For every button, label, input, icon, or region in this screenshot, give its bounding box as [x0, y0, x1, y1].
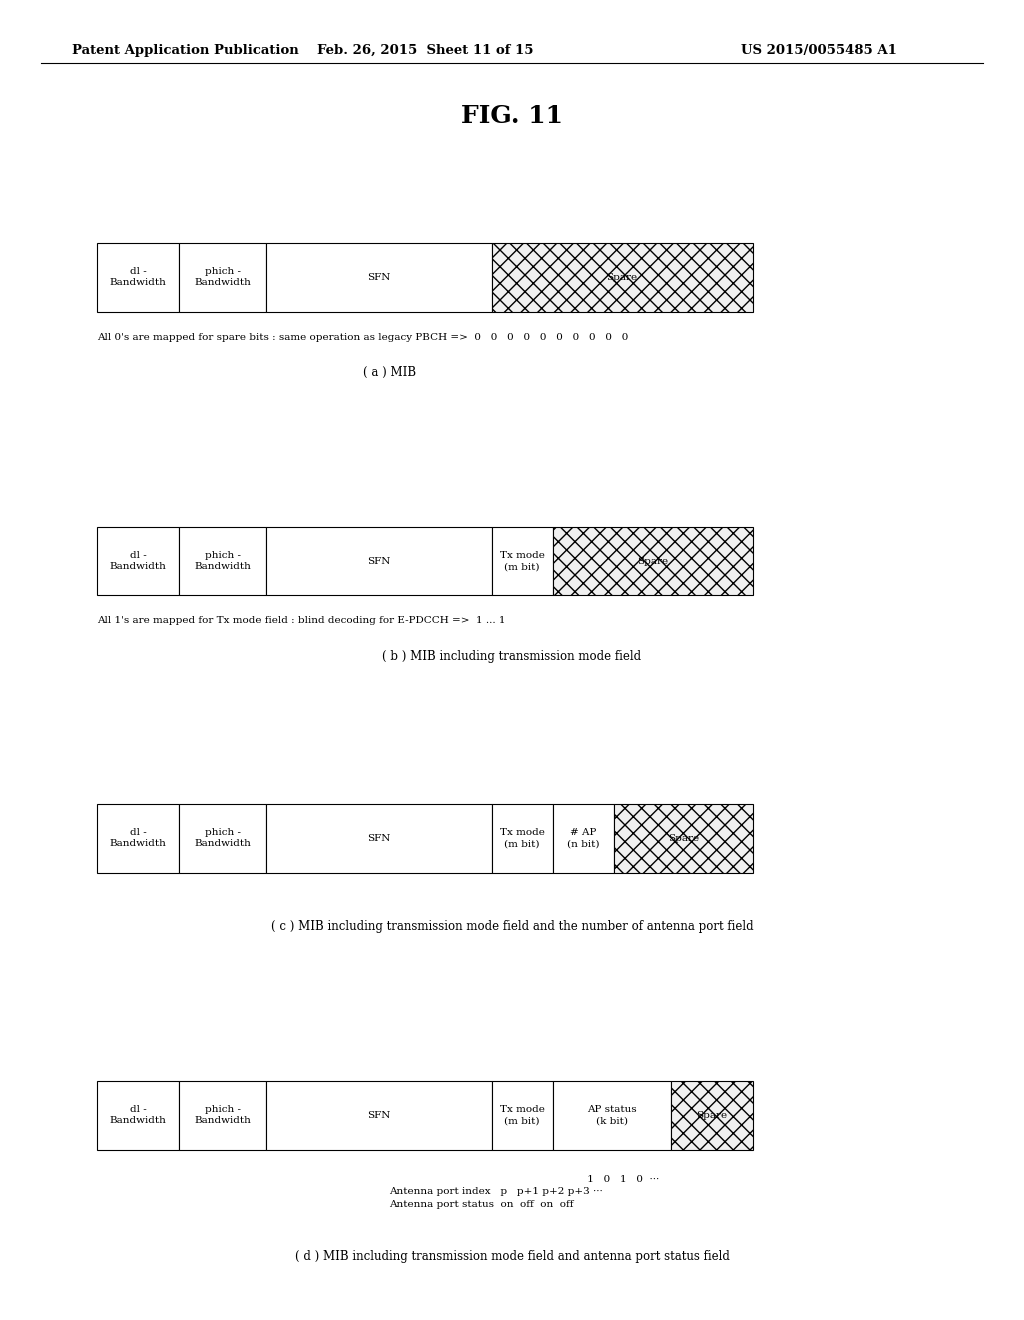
Text: ( d ) MIB including transmission mode field and antenna port status field: ( d ) MIB including transmission mode fi…: [295, 1250, 729, 1263]
Text: ( a ) MIB: ( a ) MIB: [362, 366, 416, 379]
Text: # AP
(n bit): # AP (n bit): [567, 828, 600, 849]
Text: Patent Application Publication: Patent Application Publication: [72, 44, 298, 57]
Bar: [492, 527, 553, 595]
Bar: [179, 243, 266, 312]
Text: ( b ) MIB including transmission mode field: ( b ) MIB including transmission mode fi…: [382, 649, 642, 663]
Text: All 1's are mapped for Tx mode field : blind decoding for E-PDCCH =>  1 ... 1: All 1's are mapped for Tx mode field : b…: [97, 616, 506, 626]
Text: SFN: SFN: [368, 834, 390, 842]
Text: dl -
Bandwidth: dl - Bandwidth: [110, 828, 167, 849]
Bar: [179, 804, 266, 873]
Text: dl -
Bandwidth: dl - Bandwidth: [110, 267, 167, 288]
Text: 1   0   1   0  ···
Antenna port index   p   p+1 p+2 p+3 ···
Antenna port status : 1 0 1 0 ··· Antenna port index p p+1 p+2…: [389, 1175, 659, 1209]
Bar: [97, 527, 179, 595]
Text: phich -
Bandwidth: phich - Bandwidth: [195, 550, 251, 572]
Text: Tx mode
(m bit): Tx mode (m bit): [500, 828, 545, 849]
Text: phich -
Bandwidth: phich - Bandwidth: [195, 267, 251, 288]
Text: ( c ) MIB including transmission mode field and the number of antenna port field: ( c ) MIB including transmission mode fi…: [270, 920, 754, 933]
Text: Tx mode
(m bit): Tx mode (m bit): [500, 550, 545, 572]
Bar: [179, 1081, 266, 1150]
Text: phich -
Bandwidth: phich - Bandwidth: [195, 1105, 251, 1126]
Text: All 0's are mapped for spare bits : same operation as legacy PBCH =>  0   0   0 : All 0's are mapped for spare bits : same…: [97, 333, 629, 342]
Bar: [492, 1081, 553, 1150]
Text: dl -
Bandwidth: dl - Bandwidth: [110, 1105, 167, 1126]
Text: SFN: SFN: [368, 273, 390, 281]
Bar: [492, 243, 753, 312]
Bar: [553, 1081, 671, 1150]
Text: Tx mode
(m bit): Tx mode (m bit): [500, 1105, 545, 1126]
Text: US 2015/0055485 A1: US 2015/0055485 A1: [741, 44, 897, 57]
Bar: [553, 527, 753, 595]
Bar: [179, 527, 266, 595]
Bar: [492, 804, 553, 873]
Bar: [553, 804, 614, 873]
Bar: [97, 243, 179, 312]
Bar: [266, 527, 492, 595]
Bar: [266, 1081, 492, 1150]
Text: Feb. 26, 2015  Sheet 11 of 15: Feb. 26, 2015 Sheet 11 of 15: [316, 44, 534, 57]
Text: AP status
(k bit): AP status (k bit): [587, 1105, 637, 1126]
Bar: [614, 804, 753, 873]
Bar: [266, 804, 492, 873]
Text: phich -
Bandwidth: phich - Bandwidth: [195, 828, 251, 849]
Text: SFN: SFN: [368, 557, 390, 565]
Text: Spare: Spare: [668, 834, 699, 842]
Text: dl -
Bandwidth: dl - Bandwidth: [110, 550, 167, 572]
Text: SFN: SFN: [368, 1111, 390, 1119]
Bar: [97, 804, 179, 873]
Text: Spare: Spare: [606, 273, 638, 281]
Text: Spare: Spare: [637, 557, 669, 565]
Bar: [97, 1081, 179, 1150]
Bar: [266, 243, 492, 312]
Bar: [671, 1081, 753, 1150]
Text: Spare: Spare: [696, 1111, 727, 1119]
Text: FIG. 11: FIG. 11: [461, 104, 563, 128]
